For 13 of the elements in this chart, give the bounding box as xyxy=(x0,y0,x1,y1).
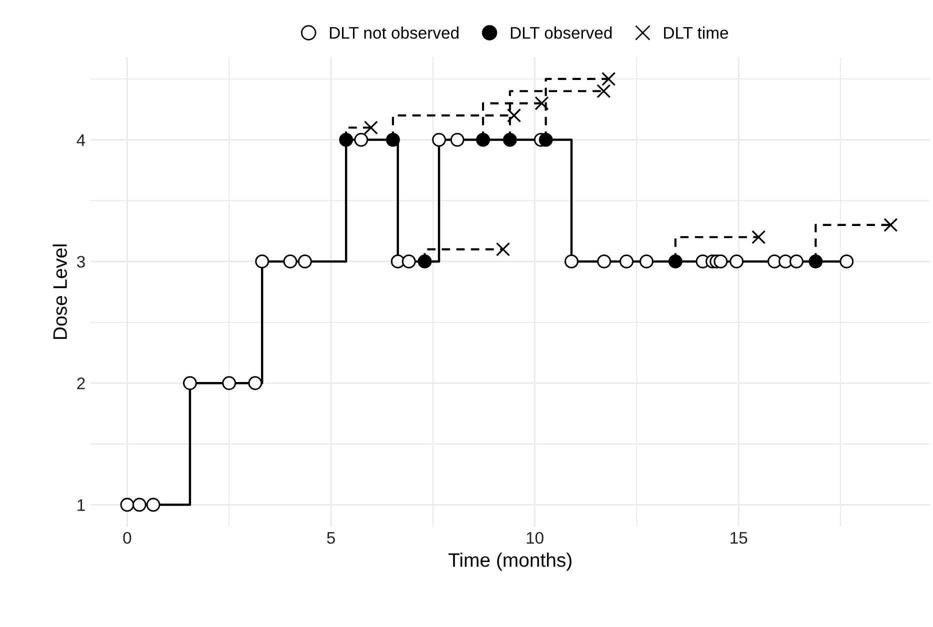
y-axis-title: Dose Level xyxy=(52,244,67,339)
legend-label: DLT observed xyxy=(510,26,612,39)
x-tick-label: 0 xyxy=(123,532,132,544)
y-tick-label: 3 xyxy=(77,256,85,268)
x-tick-label: 5 xyxy=(327,532,335,544)
x-tick-label: 10 xyxy=(526,532,544,544)
x-tick-label: 15 xyxy=(730,532,748,544)
y-tick-label: 2 xyxy=(77,378,85,390)
y-tick-label: 4 xyxy=(76,134,86,146)
legend-label: DLT time xyxy=(664,26,728,39)
legend-label: DLT not observed xyxy=(330,26,458,39)
x-axis-title: Time (months) xyxy=(448,552,572,571)
y-tick-label: 1 xyxy=(78,499,85,511)
